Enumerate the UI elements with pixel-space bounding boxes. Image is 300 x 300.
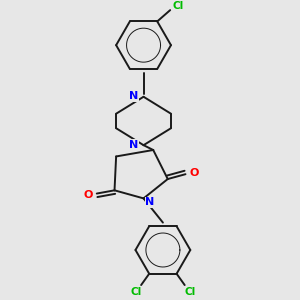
Text: N: N xyxy=(146,197,154,207)
Text: Cl: Cl xyxy=(184,287,196,298)
Text: N: N xyxy=(129,91,139,101)
Text: O: O xyxy=(83,190,92,200)
Text: Cl: Cl xyxy=(172,1,184,11)
Text: O: O xyxy=(190,168,199,178)
Text: N: N xyxy=(129,140,139,150)
Text: Cl: Cl xyxy=(131,287,142,298)
